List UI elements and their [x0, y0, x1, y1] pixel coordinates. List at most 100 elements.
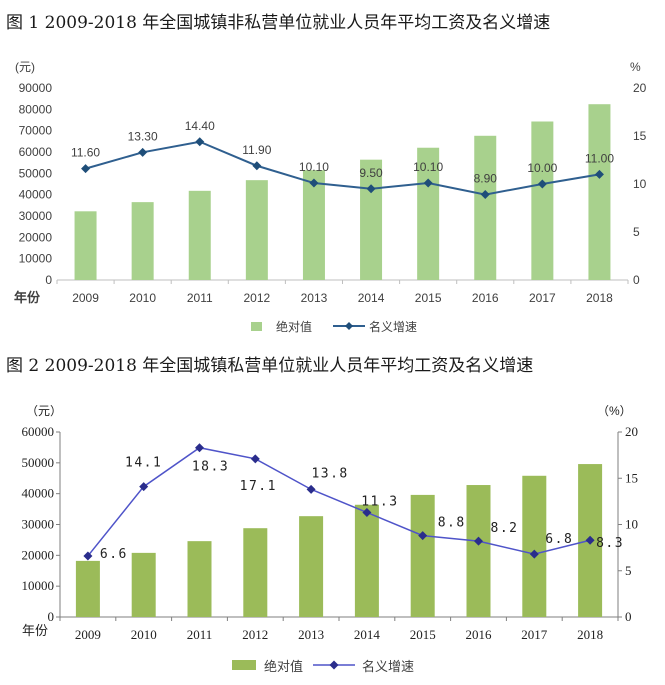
c2-x-tick-label-2017: 2017: [521, 627, 548, 642]
c1-x-tick-label-2014: 2014: [358, 291, 385, 305]
c1-marker-2017: [537, 179, 547, 189]
c1-bar-2010: [131, 202, 154, 280]
legend-label-bar: 绝对值: [276, 320, 313, 334]
c2-x-tick-label-2018: 2018: [577, 627, 603, 642]
legend-diamond-icon: [329, 660, 339, 670]
c1-y-tick-label-left: 0: [45, 273, 52, 287]
c2-x-tick-label-2016: 2016: [466, 627, 493, 642]
c2-data-label-2016: 8.2: [491, 521, 519, 536]
c1-x-axis-title: 年份: [14, 290, 41, 305]
legend-label-line: 名义增速: [362, 659, 415, 674]
c2-marker-2018: [585, 535, 595, 545]
c1-x-tick-label-2010: 2010: [129, 291, 156, 305]
c1-bar-2017: [531, 121, 554, 280]
c1-y-tick-label-right: 0: [633, 273, 640, 287]
c2-marker-2017: [529, 549, 539, 559]
c2-y-tick-label-right: 10: [625, 517, 638, 532]
c2-y-tick-label-left: 20000: [22, 547, 55, 562]
c2-bar-2011: [187, 541, 212, 617]
legend-swatch-bar: [251, 322, 262, 331]
c2-y-tick-label-right: 5: [625, 563, 632, 578]
c2-marker-2011: [195, 443, 204, 453]
c2-x-tick-label-2014: 2014: [354, 627, 381, 642]
c1-y-tick-label-left: 90000: [19, 81, 53, 95]
c2-bar-2009: [75, 560, 100, 617]
c1-bar-2009: [74, 211, 97, 280]
legend-diamond-icon: [345, 322, 353, 330]
c2-bar-2012: [243, 528, 268, 617]
c1-marker-2012: [252, 161, 262, 171]
c2-x-tick-label-2013: 2013: [298, 627, 324, 642]
c2-data-label-2013: 13.8: [311, 466, 348, 481]
legend-label-line: 名义增速: [369, 320, 418, 334]
c1-data-label-2014: 9.50: [359, 166, 383, 180]
c2-y-axis-unit: （元）: [26, 404, 62, 418]
c1-marker-2010: [138, 147, 148, 157]
c1-y-tick-label-right: 5: [633, 225, 640, 239]
c2-data-label-2012: 17.1: [240, 479, 277, 494]
legend-swatch-line: [313, 660, 355, 670]
c2-data-label-2017: 6.8: [545, 532, 573, 547]
chart-2: 图 2 2009-2018 年全国城镇私营单位就业人员年平均工资及名义增速 0 1…: [0, 345, 665, 685]
c1-y2-axis-unit: %: [630, 60, 641, 74]
c1-x-tick-label-2011: 2011: [187, 291, 213, 305]
c2-bar-2010: [131, 552, 156, 617]
c1-y-tick-label-left: 20000: [19, 230, 53, 244]
c2-y-tick-label-right: 15: [625, 470, 638, 485]
c2-bar-2016: [466, 485, 491, 617]
c1-bar-2013: [302, 170, 325, 280]
c2-marker-2013: [306, 484, 316, 494]
c2-bar-2014: [354, 504, 379, 617]
c2-y-tick-label-left: 0: [48, 609, 55, 624]
c1-bar-2011: [188, 190, 211, 280]
c1-y-tick-label-left: 10000: [19, 252, 53, 266]
c2-marker-2012: [250, 454, 260, 464]
c2-data-label-2018: 8.3: [596, 536, 624, 551]
c2-y-tick-label-left: 10000: [22, 578, 55, 593]
c1-x-tick-label-2018: 2018: [586, 291, 613, 305]
c1-bar-2018: [588, 104, 611, 280]
c2-x-tick-label-2012: 2012: [242, 627, 268, 642]
c1-y-tick-label-left: 60000: [19, 145, 53, 159]
c2-marker-2014: [362, 507, 372, 517]
c1-x-tick-label-2015: 2015: [415, 291, 442, 305]
c1-data-label-2012: 11.90: [242, 143, 271, 157]
c1-x-tick-label-2009: 2009: [72, 291, 99, 305]
c1-data-label-2018: 11.00: [585, 151, 614, 165]
c2-y-tick-label-left: 40000: [22, 486, 55, 501]
c2-x-tick-label-2015: 2015: [410, 627, 436, 642]
c2-data-label-2014: 11.3: [361, 494, 398, 509]
c1-marker-2018: [594, 169, 604, 179]
chart-1-plot: 0 10000 20000 30000 40000 50000 60000 70000 8000…: [14, 60, 647, 305]
chart-2-title: 图 2 2009-2018 年全国城镇私营单位就业人员年平均工资及名义增速: [6, 356, 534, 376]
c1-marker-2009: [81, 164, 91, 174]
c1-marker-2016: [480, 190, 490, 200]
c1-bar-2015: [417, 147, 440, 280]
c1-y-tick-label-left: 80000: [19, 102, 53, 116]
c1-x-tick-label-2017: 2017: [529, 291, 556, 305]
c1-data-label-2010: 13.30: [128, 129, 158, 143]
c1-x-tick-label-2016: 2016: [472, 291, 499, 305]
c2-y2-axis-unit: （%）: [597, 404, 632, 418]
c1-marker-2011: [195, 137, 205, 147]
c1-y-tick-label-left: 50000: [19, 166, 53, 180]
c1-y-tick-label-right: 10: [633, 177, 647, 191]
c2-bar-2013: [299, 516, 324, 617]
c2-x-tick-label-2009: 2009: [75, 627, 101, 642]
c2-bar-2017: [522, 475, 547, 617]
c1-marker-2013: [309, 178, 319, 188]
c2-data-label-2010: 14.1: [125, 456, 162, 471]
chart-1-title: 图 1 2009-2018 年全国城镇非私营单位就业人员年平均工资及名义增速: [6, 13, 551, 33]
c1-y-tick-label-right: 15: [633, 129, 647, 143]
c2-y-tick-label-right: 0: [625, 609, 632, 624]
c1-marker-2014: [366, 184, 376, 194]
c2-marker-2016: [474, 536, 483, 546]
legend-swatch-line: [333, 322, 365, 330]
c1-bar-2012: [245, 180, 268, 280]
c1-bar-2016: [474, 135, 497, 280]
c2-y-tick-label-right: 20: [625, 424, 638, 439]
c2-y-tick-label-left: 50000: [22, 455, 55, 470]
c1-marker-2015: [423, 178, 433, 188]
legend-label-bar: 绝对值: [264, 659, 304, 674]
chart-1: 图 1 2009-2018 年全国城镇非私营单位就业人员年平均工资及名义增速 0…: [6, 13, 647, 334]
